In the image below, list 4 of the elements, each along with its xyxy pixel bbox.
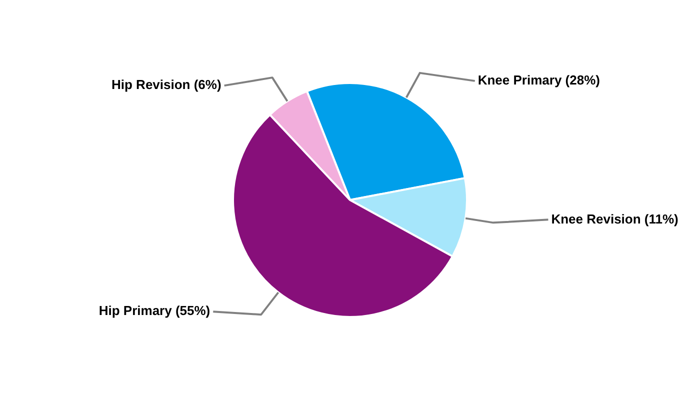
slice-label: Hip Revision (6%): [112, 77, 222, 92]
slice-label: Knee Revision (11%): [551, 211, 678, 226]
slice-label: Knee Primary (28%): [478, 72, 600, 88]
slice-label: Hip Primary (55%): [98, 303, 210, 318]
